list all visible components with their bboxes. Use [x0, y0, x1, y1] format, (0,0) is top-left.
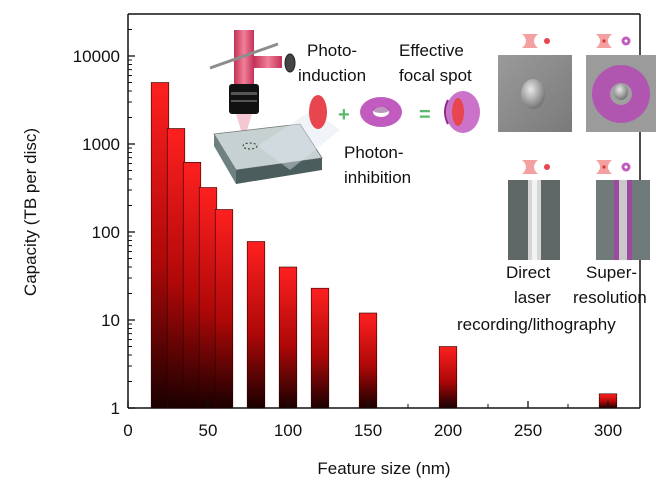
beam-focus-icon-4	[596, 160, 631, 174]
x-tick-label: 250	[514, 421, 542, 440]
bar-20nm	[150, 82, 170, 409]
photo-induction-label: Photo-	[307, 41, 357, 60]
y-tick-label: 1	[111, 399, 120, 418]
sem-dot-image	[498, 55, 572, 132]
y-tick-label: 10	[101, 311, 120, 330]
inhibition-torus-icon	[360, 97, 402, 127]
bar-100nm	[278, 266, 298, 409]
y-tick-label: 100	[92, 223, 120, 242]
beam-focus-icon	[522, 34, 550, 48]
effective-focal-spot-label: Effective	[399, 41, 464, 60]
photon-inhibition-label-2: inhibition	[344, 168, 411, 187]
x-axis-title: Feature size (nm)	[317, 459, 450, 478]
x-tick-label: 150	[354, 421, 382, 440]
direct-laser-label: Direct	[506, 263, 551, 282]
beam-focus-icon-2	[596, 34, 631, 48]
bar-80nm	[246, 241, 266, 409]
x-tick-label: 50	[199, 421, 218, 440]
sem-super-resolution-line-image	[596, 180, 650, 260]
super-resolution-label-2: resolution	[573, 288, 647, 307]
super-resolution-label: Super-	[586, 263, 637, 282]
y-tick-label: 10000	[73, 47, 120, 66]
microscope-setup-icon	[209, 30, 340, 184]
plus-operator: +	[338, 104, 350, 126]
bar-40nm	[182, 162, 202, 409]
x-tick-label: 100	[274, 421, 302, 440]
bar-30nm	[166, 128, 186, 409]
x-tick-label: 0	[123, 421, 132, 440]
bar-200nm	[438, 346, 458, 409]
sem-super-resolution-dot-image	[586, 55, 656, 132]
x-tick-label: 200	[434, 421, 462, 440]
recording-lithography-label: recording/lithography	[457, 315, 616, 334]
bar-120nm	[310, 287, 330, 409]
y-tick-label: 1000	[82, 135, 120, 154]
equals-operator: =	[419, 104, 431, 126]
bars-group	[150, 82, 618, 409]
induction-ellipsoid-icon	[309, 95, 327, 129]
bar-50nm	[198, 187, 218, 409]
inset-illustration: Photo- induction Effective focal spot + …	[209, 30, 656, 334]
direct-laser-label-2: laser	[514, 288, 551, 307]
beam-focus-icon-3	[522, 160, 550, 174]
bar-150nm	[358, 312, 378, 409]
x-axis-ticks: 0 50 100 150 200 250 300	[123, 401, 622, 440]
effective-focal-spot-label-2: focal spot	[399, 66, 472, 85]
photo-induction-label-2: induction	[298, 66, 366, 85]
y-axis-title: Capacity (TB per disc)	[21, 128, 40, 296]
y-axis-ticks: 1 10 100 1000 10000	[73, 13, 135, 418]
sem-line-image	[508, 180, 560, 260]
x-tick-label: 300	[594, 421, 622, 440]
photon-inhibition-label: Photon-	[344, 143, 404, 162]
bar-60nm	[214, 209, 234, 409]
effective-spot-icon	[444, 91, 480, 133]
